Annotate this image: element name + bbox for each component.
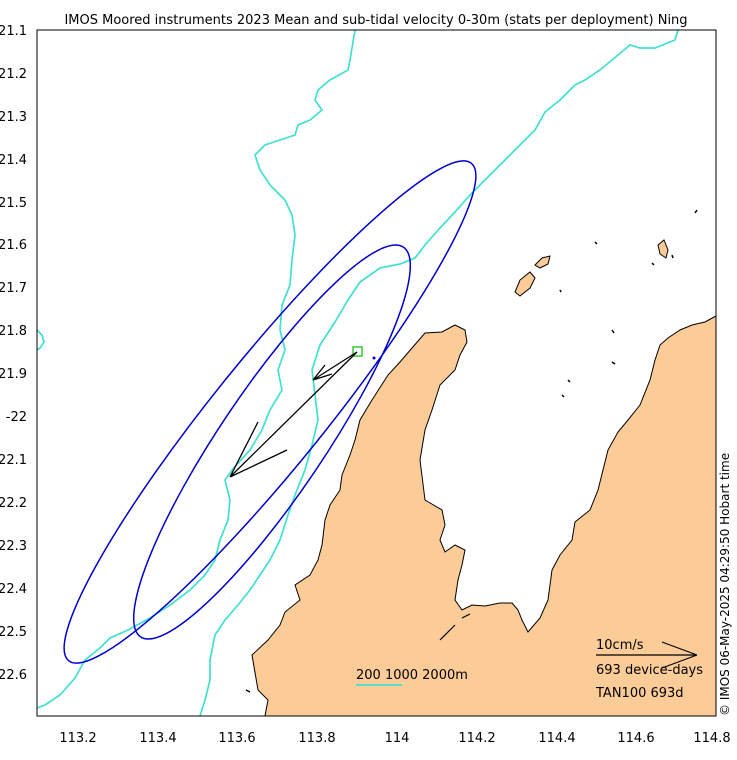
y-tick-label: -22.1 xyxy=(0,453,27,468)
x-tick-label: 114.4 xyxy=(538,731,575,746)
x-tick-label: 113.2 xyxy=(59,731,96,746)
map-plot-area xyxy=(36,29,717,717)
scale-label: 10cm/s xyxy=(596,638,644,653)
subtidal-velocity-arrow xyxy=(229,351,358,478)
land-mass xyxy=(251,315,716,716)
x-tick-label: 113.4 xyxy=(139,731,176,746)
contour-2000m xyxy=(37,329,45,351)
y-tick-label: -21.7 xyxy=(0,281,27,296)
y-tick-label: -22.5 xyxy=(0,625,27,640)
device-days-label: 693 device-days xyxy=(596,663,703,678)
ellipse-mean-velocity xyxy=(63,160,477,664)
plot-frame xyxy=(36,29,717,717)
depth-legend-label: 200 1000 2000m xyxy=(356,668,468,683)
x-tick-label: 114.8 xyxy=(693,731,730,746)
copyright-timestamp: © IMOS 06-May-2025 04:29:50 Hobart time xyxy=(718,453,732,716)
y-axis: -21.1 -21.2 -21.3 -21.4 -21.5 -21.6 -21.… xyxy=(0,24,27,683)
x-tick-label: 113.8 xyxy=(298,731,335,746)
y-tick-label: -22.6 xyxy=(0,668,27,683)
y-tick-label: -21.2 xyxy=(0,67,27,82)
x-tick-label: 114 xyxy=(385,731,410,746)
island xyxy=(514,271,536,297)
variance-ellipses xyxy=(63,160,477,664)
scale-arrow xyxy=(596,641,698,669)
x-axis: 113.2 113.4 113.6 113.8 114 114.2 114.4 … xyxy=(59,731,730,746)
y-tick-label: -21.5 xyxy=(0,196,27,211)
y-tick-label: -22.3 xyxy=(0,539,27,554)
map-title: IMOS Moored instruments 2023 Mean and su… xyxy=(64,13,687,28)
mean-velocity-arrow xyxy=(312,351,358,381)
island xyxy=(534,255,551,269)
y-tick-label: -21.3 xyxy=(0,110,27,125)
scale-legend: 10cm/s 693 device-days TAN100 693d xyxy=(595,638,703,701)
y-tick-label: -21.1 xyxy=(0,24,27,39)
contour-1000m xyxy=(199,30,679,716)
station-label: TAN100 693d xyxy=(595,686,684,701)
depth-legend: 200 1000 2000m xyxy=(356,668,468,686)
y-tick-label: -22.2 xyxy=(0,496,27,511)
depth-contours xyxy=(37,30,679,716)
x-tick-label: 114.6 xyxy=(617,731,654,746)
island xyxy=(245,209,698,693)
y-tick-label: -21.6 xyxy=(0,238,27,253)
island xyxy=(657,239,669,259)
y-tick-label: -21.8 xyxy=(0,324,27,339)
ellipse-subtidal-velocity xyxy=(132,244,412,640)
y-tick-label: -22 xyxy=(6,410,27,425)
y-tick-label: -21.9 xyxy=(0,367,27,382)
velocity-arrows xyxy=(229,351,358,478)
inlet-coastline xyxy=(439,613,471,641)
y-tick-label: -21.4 xyxy=(0,153,27,168)
y-tick-label: -22.4 xyxy=(0,582,27,597)
mooring-marker-tan100[interactable] xyxy=(352,346,363,357)
x-tick-label: 114.2 xyxy=(458,731,495,746)
mooring-point xyxy=(372,356,376,360)
x-tick-label: 113.6 xyxy=(218,731,255,746)
contour-200m xyxy=(37,30,356,709)
